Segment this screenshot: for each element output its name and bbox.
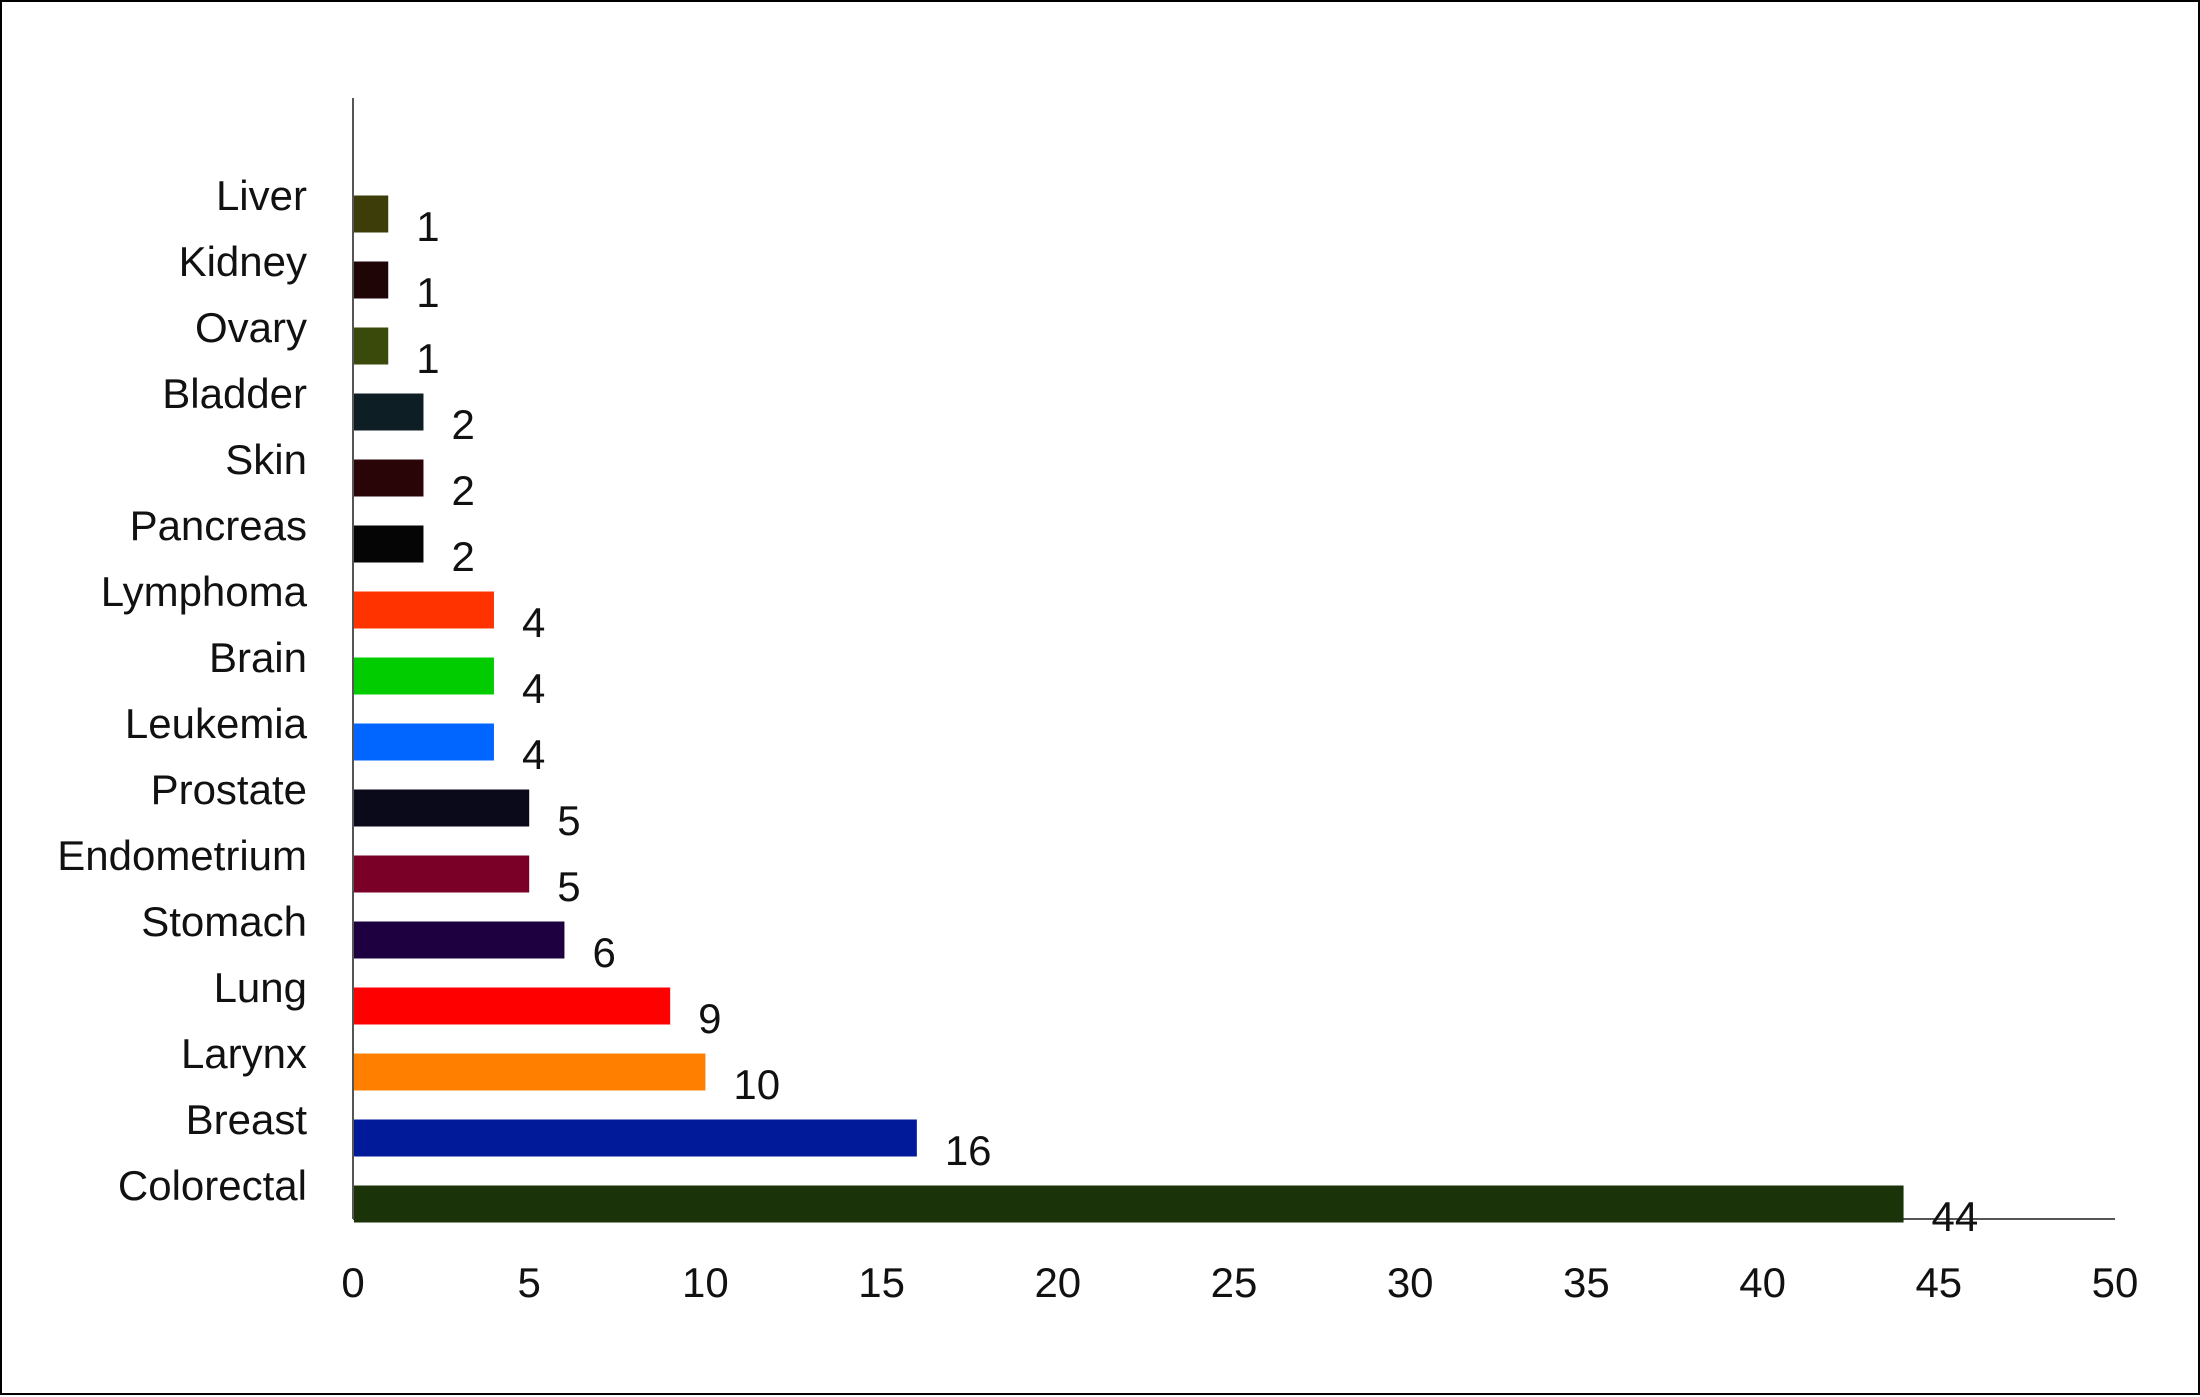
category-labels: Liver Kidney Ovary Bladder Skin Pancreas Lymph… bbox=[57, 172, 307, 1209]
bar-lymphoma bbox=[354, 591, 494, 629]
data-label-ovary: 1 bbox=[416, 335, 439, 382]
category-label-ovary: Ovary bbox=[195, 304, 307, 351]
data-label-breast: 16 bbox=[945, 1127, 992, 1174]
category-label-larynx: Larynx bbox=[181, 1030, 307, 1077]
category-label-stomach: Stomach bbox=[141, 898, 307, 945]
data-label-skin: 2 bbox=[451, 467, 474, 514]
data-label-prostate: 5 bbox=[557, 797, 580, 844]
bar-lung bbox=[354, 987, 671, 1025]
bar-brain bbox=[354, 657, 494, 695]
bar-colorectal bbox=[354, 1185, 1904, 1223]
category-label-pancreas: Pancreas bbox=[130, 502, 307, 549]
data-label-lymphoma: 4 bbox=[522, 599, 545, 646]
x-tick-label-15: 15 bbox=[858, 1259, 905, 1306]
bar-liver bbox=[354, 195, 389, 233]
data-label-liver: 1 bbox=[416, 203, 439, 250]
category-label-prostate: Prostate bbox=[151, 766, 307, 813]
data-label-kidney: 1 bbox=[416, 269, 439, 316]
category-label-lung: Lung bbox=[214, 964, 307, 1011]
bar-breast bbox=[354, 1119, 917, 1157]
data-label-pancreas: 2 bbox=[451, 533, 474, 580]
x-tick-label-20: 20 bbox=[1034, 1259, 1081, 1306]
data-label-bladder: 2 bbox=[451, 401, 474, 448]
bar-larynx bbox=[354, 1053, 706, 1091]
category-label-lymphoma: Lymphoma bbox=[101, 568, 308, 615]
bar-ovary bbox=[354, 327, 389, 365]
data-label-endometrium: 5 bbox=[557, 863, 580, 910]
bar-prostate bbox=[354, 789, 530, 827]
data-label-brain: 4 bbox=[522, 665, 545, 712]
category-label-brain: Brain bbox=[209, 634, 307, 681]
x-tick-label-45: 45 bbox=[1915, 1259, 1962, 1306]
x-tick-label-5: 5 bbox=[518, 1259, 541, 1306]
data-label-lung: 9 bbox=[698, 995, 721, 1042]
x-tick-label-25: 25 bbox=[1211, 1259, 1258, 1306]
x-tick-label-0: 0 bbox=[341, 1259, 364, 1306]
x-tick-label-30: 30 bbox=[1387, 1259, 1434, 1306]
bar-kidney bbox=[354, 261, 389, 299]
category-label-colorectal: Colorectal bbox=[118, 1162, 307, 1209]
category-label-endometrium: Endometrium bbox=[57, 832, 307, 879]
bar-skin bbox=[354, 459, 424, 497]
category-label-breast: Breast bbox=[186, 1096, 308, 1143]
data-label-stomach: 6 bbox=[592, 929, 615, 976]
x-tick-label-40: 40 bbox=[1739, 1259, 1786, 1306]
bar-leukemia bbox=[354, 723, 494, 761]
x-tick-label-10: 10 bbox=[682, 1259, 729, 1306]
data-label-leukemia: 4 bbox=[522, 731, 545, 778]
bar-pancreas bbox=[354, 525, 424, 563]
data-label-colorectal: 44 bbox=[1932, 1193, 1979, 1240]
bar-stomach bbox=[354, 921, 565, 959]
category-label-skin: Skin bbox=[225, 436, 307, 483]
x-tick-label-50: 50 bbox=[2092, 1259, 2139, 1306]
category-label-liver: Liver bbox=[216, 172, 307, 219]
category-label-leukemia: Leukemia bbox=[125, 700, 308, 747]
x-tick-labels: 0 5 10 15 20 25 30 35 40 45 50 bbox=[341, 1259, 2138, 1306]
data-label-larynx: 10 bbox=[733, 1061, 780, 1108]
category-label-bladder: Bladder bbox=[162, 370, 307, 417]
bar-endometrium bbox=[354, 855, 530, 893]
bar-bladder bbox=[354, 393, 424, 431]
x-tick-label-35: 35 bbox=[1563, 1259, 1610, 1306]
category-label-kidney: Kidney bbox=[179, 238, 307, 285]
bars-group bbox=[354, 195, 1904, 1223]
